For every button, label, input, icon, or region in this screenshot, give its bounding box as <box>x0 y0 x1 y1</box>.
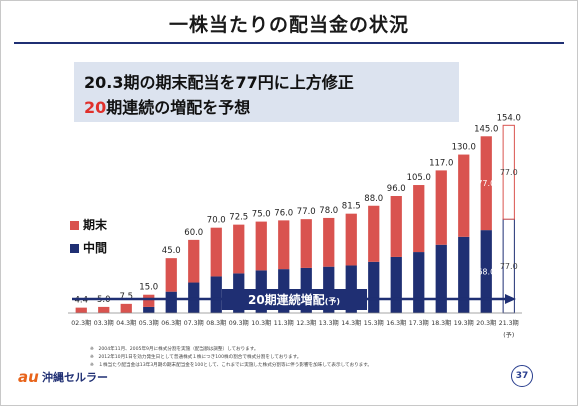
footnote-1: ※ 2004年11月、2005年9月に株式分割を実施（配当額は調整）しております… <box>90 347 259 352</box>
x-tick-label: 06.3期 <box>161 319 181 327</box>
growth-arrow-head <box>505 294 516 304</box>
logo-text: 沖縄セルラー <box>42 370 108 384</box>
bar-interim <box>188 282 200 313</box>
bar-year-end <box>502 124 515 220</box>
x-tick-label: 02.3期 <box>71 319 91 327</box>
x-tick-label: 07.3期 <box>184 319 204 327</box>
bar-year-end <box>233 224 245 274</box>
bar-year-end <box>390 196 402 257</box>
data-label-total: 96.0 <box>387 184 406 194</box>
data-label-total: 4.4 <box>74 296 88 306</box>
headline-line-1: 20.3期の期末配当を77円に上方修正 <box>84 73 354 92</box>
data-label-total: 130.0 <box>452 143 476 153</box>
page-title: 一株当たりの配当金の状況 <box>168 14 409 36</box>
headline-line-2-rest: 期連続の増配を予想 <box>106 98 251 117</box>
x-tick-label: 08.3期 <box>206 319 226 327</box>
x-tick-label: 21.3期 <box>499 319 519 327</box>
legend-label-interim: 中間 <box>83 241 108 255</box>
data-label-total: 7.5 <box>119 292 133 302</box>
company-logo: au 沖縄セルラー <box>18 368 108 386</box>
growth-banner-text: 20期連続増配(予) <box>248 292 340 307</box>
x-tick-label: 16.3期 <box>386 319 406 327</box>
legend-interim: 中間 <box>70 239 107 256</box>
bar-year-end <box>255 221 267 271</box>
data-label-total: 15.0 <box>139 283 158 293</box>
data-label-total: 117.0 <box>429 158 453 168</box>
data-label-total: 76.0 <box>274 208 293 218</box>
headline-line-2: 20期連続の増配を予想 <box>84 94 250 118</box>
bar-interim <box>368 261 380 313</box>
bar-interim <box>390 256 402 313</box>
footnote-2: ※ 2012年10月1日を効力発生日として普通株式１株につき100株の割合で株式… <box>90 355 302 360</box>
data-label-total: 105.0 <box>407 173 431 183</box>
bar-year-end <box>413 185 425 253</box>
x-tick-label: 13.3期 <box>319 319 339 327</box>
footnotes: ※ 2004年11月、2005年9月に株式分割を実施（配当額は調整）しております… <box>90 346 372 370</box>
bar-year-end <box>435 170 447 245</box>
data-label-total: 145.0 <box>474 124 498 134</box>
bar-year-end <box>75 307 87 313</box>
data-label-total: 45.0 <box>162 246 181 256</box>
segment-value-label: 77.0 <box>477 179 495 188</box>
x-tick-label: 18.3期 <box>431 319 451 327</box>
x-tick-label: 05.3期 <box>139 319 159 327</box>
x-tick-label: 12.3期 <box>296 319 316 327</box>
data-label-total: 78.0 <box>319 206 338 216</box>
bar-year-end <box>98 306 110 313</box>
data-label-total: 81.5 <box>342 202 361 212</box>
bar-year-end <box>323 217 335 267</box>
legend-label-year-end: 期末 <box>83 218 108 232</box>
x-tick-label: 14.3期 <box>341 319 361 327</box>
x-tick-label: 04.3期 <box>116 319 136 327</box>
headline-highlight: 20 <box>84 98 107 117</box>
x-tick-label: 15.3期 <box>364 319 384 327</box>
bar-interim <box>413 252 425 313</box>
bar-interim <box>143 306 155 313</box>
footnote-3: ※ １株当たり配当金は13年3月期の期末配当金を100として、これまでに実施した… <box>90 363 372 368</box>
legend-swatch-year-end <box>70 221 79 230</box>
headline-box: 20.3期の期末配当を77円に上方修正 20期連続の増配を予想 <box>74 62 459 122</box>
x-tick-label: 10.3期 <box>251 319 271 327</box>
legend-year-end: 期末 <box>70 216 107 233</box>
bar-year-end <box>278 220 290 270</box>
bar-year-end <box>458 154 470 237</box>
segment-value-label: 77.0 <box>500 262 518 271</box>
segment-value-label: 68.0 <box>477 268 495 277</box>
title-divider <box>14 42 564 44</box>
segment-value-label: 77.0 <box>500 168 518 177</box>
bar-year-end <box>345 213 357 266</box>
growth-banner-box <box>222 289 367 310</box>
bar-year-end <box>143 294 155 307</box>
bar-interim <box>165 291 177 313</box>
data-label-total: 77.0 <box>297 207 316 217</box>
bar-year-end <box>120 303 132 313</box>
bar-year-end <box>480 136 492 231</box>
bar-interim <box>435 244 447 313</box>
bar-interim <box>458 236 470 313</box>
data-label-total: 75.0 <box>252 210 271 220</box>
bar-year-end <box>368 205 380 262</box>
x-tick-label: 19.3期 <box>454 319 474 327</box>
data-label-total: 70.0 <box>207 216 226 226</box>
bar-year-end <box>210 227 222 277</box>
data-label-total: 88.0 <box>364 194 383 204</box>
data-label-total: 154.0 <box>497 113 521 123</box>
page-number: 37 <box>511 365 533 387</box>
x-tick-label: 17.3期 <box>409 319 429 327</box>
forecast-mark: (予) <box>503 331 514 339</box>
x-tick-label: 11.3期 <box>274 319 294 327</box>
bar-interim <box>480 230 492 313</box>
bar-year-end <box>188 239 200 283</box>
bar-year-end <box>165 258 177 292</box>
x-tick-label: 20.3期 <box>476 319 496 327</box>
data-label-total: 60.0 <box>184 228 203 238</box>
bar-interim <box>210 276 222 313</box>
x-tick-label: 03.3期 <box>94 319 114 327</box>
bar-year-end <box>300 219 312 268</box>
legend-swatch-interim <box>70 244 79 253</box>
logo-mark: au <box>18 368 39 386</box>
x-tick-label: 09.3期 <box>229 319 249 327</box>
data-label-total: 72.5 <box>229 213 248 223</box>
